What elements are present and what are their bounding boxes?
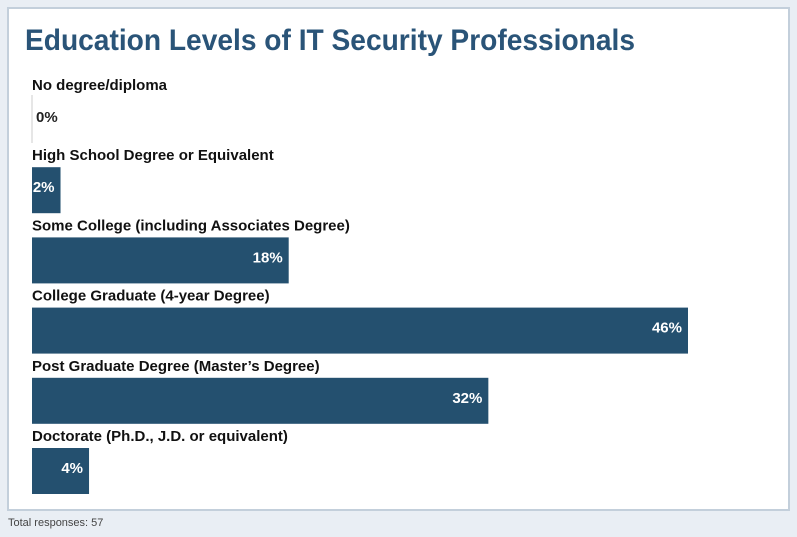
chart-title: Education Levels of IT Security Professi…: [25, 24, 635, 57]
value-label: 18%: [253, 249, 283, 266]
value-label: 46%: [652, 320, 682, 337]
footnote: Total responses: 57: [8, 517, 103, 529]
bar: [32, 167, 61, 214]
category-label: Post Graduate Degree (Master’s Degree): [32, 358, 320, 375]
value-label: 2%: [33, 179, 55, 196]
category-label: Doctorate (Ph.D., J.D. or equivalent): [32, 428, 288, 445]
category-label: No degree/diploma: [32, 77, 168, 94]
bar: [32, 377, 489, 424]
bar: [32, 237, 289, 284]
value-label: 32%: [452, 390, 482, 407]
value-label: 0%: [36, 109, 58, 126]
category-label: Some College (including Associates Degre…: [32, 217, 350, 234]
bar: [32, 307, 688, 354]
value-label: 4%: [61, 460, 83, 477]
bar: [32, 448, 90, 494]
category-label: High School Degree or Equivalent: [32, 147, 274, 164]
category-label: College Graduate (4-year Degree): [32, 288, 270, 305]
